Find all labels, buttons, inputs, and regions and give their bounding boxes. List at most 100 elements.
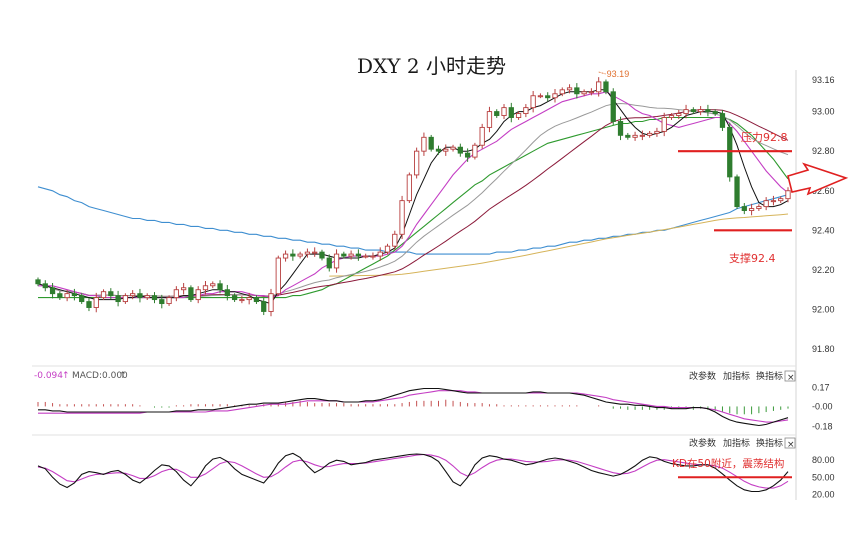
candle [697,106,704,116]
candle [100,289,107,300]
candle-down-body [457,146,463,154]
candle-down-body [617,121,624,136]
candle-up-body [668,115,675,118]
candle-up-body [122,295,129,303]
candle [159,294,165,309]
candle [115,290,121,307]
candle [668,113,675,120]
candle-down-body [545,95,551,99]
candle [683,104,689,119]
candle-up-body [180,287,187,291]
candle [756,204,762,211]
candle-up-body [763,200,769,208]
candle-up-body [559,89,565,95]
candle [443,144,449,156]
candle [523,104,529,118]
candle [625,132,631,140]
candle [217,280,223,294]
candle-up-body [195,289,201,301]
add-indicator-button[interactable]: 加指标 [723,370,750,382]
candle-up-body [676,113,682,116]
candle-down-body [508,107,514,118]
switch-indicator-button-kd[interactable]: 换指标 [756,437,783,449]
candle-down-body [341,253,347,257]
candle [654,127,660,137]
candle [42,280,48,292]
candle-up-body [785,190,791,200]
candle-up-body [530,95,536,109]
candle-up-body [566,87,573,91]
ma20-line [37,102,789,298]
candle [392,230,398,250]
candle [341,251,347,259]
resistance-label: 压力92.8 [741,131,788,144]
candle-up-body [581,91,587,95]
candle [297,251,303,259]
candle [246,292,252,305]
candle [705,104,711,117]
candle-up-body [64,293,70,299]
candle [537,93,544,99]
candle [406,172,412,204]
candle-up-body [552,93,558,99]
candle [712,109,718,116]
candle [639,130,646,141]
candle [333,249,340,273]
switch-indicator-button[interactable]: 换指标 [756,370,783,382]
close-macd-button[interactable]: × [784,370,796,383]
candle-down-body [151,295,158,301]
candle-up-body [246,297,252,301]
candle [421,132,427,156]
candle [290,249,296,261]
candle-up-body [697,109,704,113]
candle [122,293,129,304]
add-indicator-button-kd[interactable]: 加指标 [723,437,750,449]
candle-up-body [443,148,449,152]
candle-up-body [778,198,784,202]
candle [166,295,172,306]
candle [464,148,471,162]
candle-down-body [712,111,718,115]
candle [180,282,187,295]
candle [770,195,777,206]
candle [632,131,638,141]
candle-down-body [464,152,471,158]
macd-dea-line [38,390,789,423]
ma5-line [37,89,789,305]
candle-up-body [421,136,427,152]
macd-up-arrow-icon: ↑ [62,371,70,381]
candle-down-body [574,87,580,95]
candle [130,290,136,300]
candle-down-body [734,176,740,208]
candle [479,123,485,149]
candle [202,281,209,295]
candle [508,102,514,123]
candle [224,284,230,301]
kd-tick-label: 50.00 [812,472,835,482]
candle-down-body [108,291,114,297]
candle [545,92,551,102]
candle-down-body [217,283,223,291]
candle-up-body [377,251,383,257]
candle [647,130,653,138]
candle-up-body [304,251,311,255]
candle-up-body [770,200,777,203]
candle [363,253,369,259]
candle [35,277,41,287]
chart-title: DXY 2 小时走势 [357,54,506,78]
candle-down-body [326,257,332,269]
change-params-button[interactable]: 改参数 [689,370,716,382]
kd-k-line [37,452,789,493]
change-params-button-kd[interactable]: 改参数 [689,437,716,449]
ma10-line [38,91,789,299]
candle [566,84,573,94]
close-kd-button[interactable]: × [784,437,796,450]
candle [610,88,616,126]
candle [108,288,114,300]
candle [530,91,536,113]
kd-note-label: KD在50附近，震荡结构 [672,457,784,470]
macd-label: MACD:0.000 [72,371,128,381]
candle [617,116,624,141]
candle-up-body [384,245,391,253]
candle-up-body [93,297,99,308]
